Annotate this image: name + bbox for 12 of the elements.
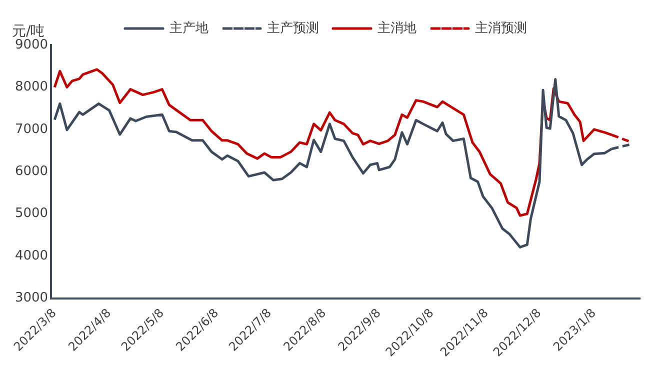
legend-label: 主产地 [170, 20, 208, 36]
y-tick-label: 5000 [14, 206, 48, 222]
legend-label: 主消预测 [475, 20, 527, 36]
y-tick-label: 7000 [14, 122, 48, 137]
legend-label: 主消地 [378, 20, 416, 36]
y-tick-label: 6000 [14, 164, 48, 180]
legend-label: 主产预测 [267, 20, 319, 36]
y-tick-label: 9000 [14, 37, 48, 52]
y-tick-label: 4000 [14, 248, 48, 264]
y-tick-label: 3000 [14, 290, 48, 306]
y-tick-label: 8000 [14, 80, 48, 95]
y-axis-title: 元/吨 [12, 24, 45, 40]
